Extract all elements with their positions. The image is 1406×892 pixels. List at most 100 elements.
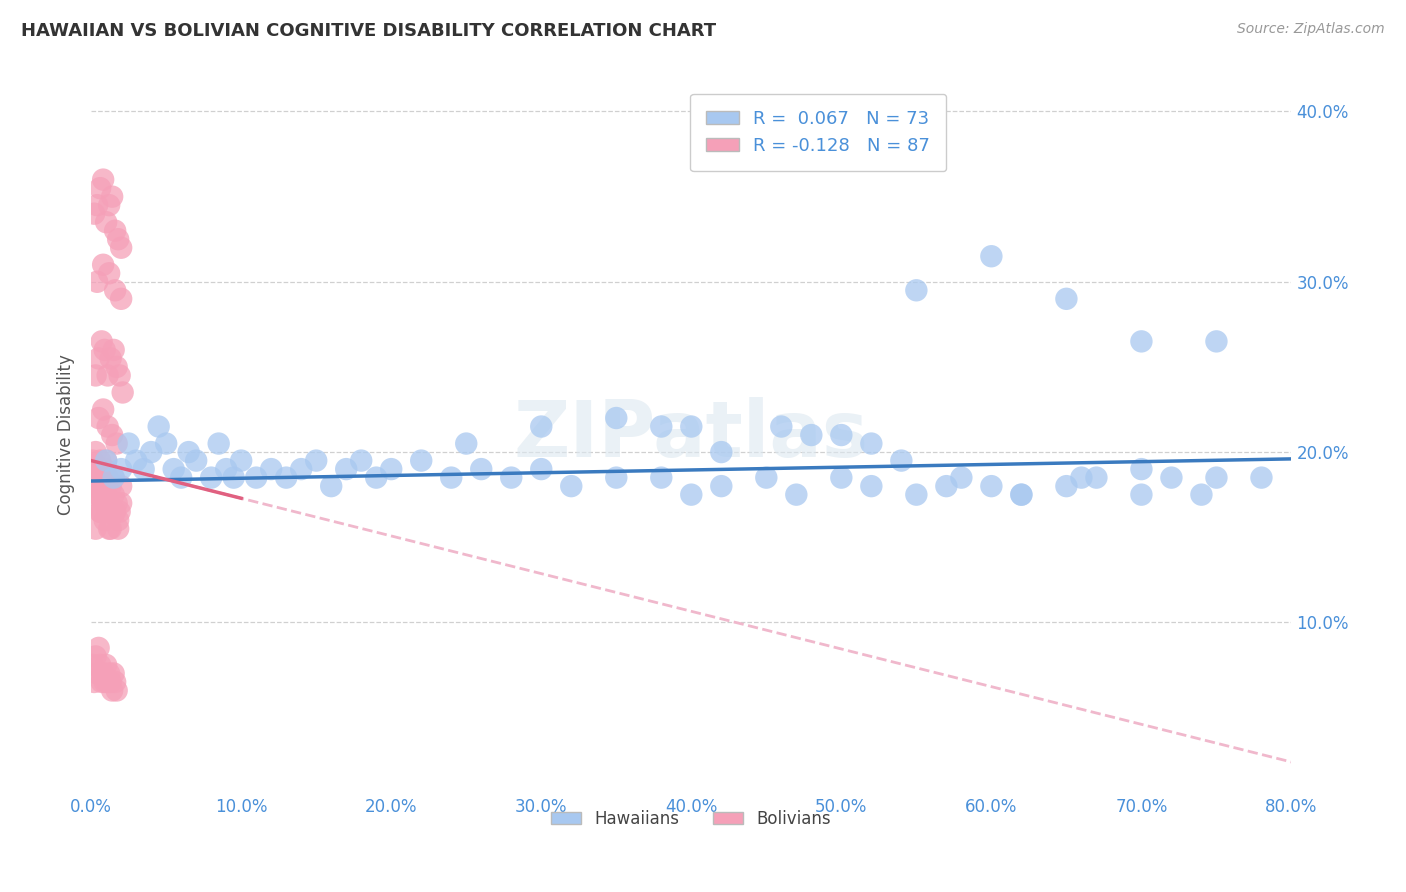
Point [1160,470,1182,484]
Point [105,496,128,510]
Point [91,666,114,681]
Point [93,675,115,690]
Point [82,657,104,672]
Point [170,470,193,484]
Point [87,488,110,502]
Point [103,343,125,357]
Point [155,436,177,450]
Y-axis label: Cognitive Disability: Cognitive Disability [58,355,75,516]
Point [97,675,120,690]
Point [605,470,627,484]
Point [97,470,120,484]
Point [110,292,132,306]
Point [1130,488,1153,502]
Point [132,462,155,476]
Point [96,453,118,467]
Point [93,343,115,357]
Point [1070,470,1092,484]
Point [148,419,170,434]
Point [96,488,118,502]
Point [860,436,883,450]
Point [84,470,107,484]
Point [186,453,208,467]
Point [96,215,118,229]
Point [84,368,107,383]
Point [87,479,110,493]
Point [830,470,852,484]
Point [110,241,132,255]
Point [90,470,112,484]
Point [105,436,128,450]
Point [98,198,121,212]
Point [1130,462,1153,476]
Point [86,275,108,289]
Point [97,505,120,519]
Point [830,428,852,442]
Point [108,505,131,519]
Point [110,462,132,476]
Point [89,453,111,467]
Point [87,462,110,476]
Point [650,470,672,484]
Point [530,462,553,476]
Point [530,419,553,434]
Legend: Hawaiians, Bolivians: Hawaiians, Bolivians [546,803,838,834]
Point [87,640,110,655]
Point [1205,334,1227,349]
Point [101,505,124,519]
Point [103,470,125,484]
Point [107,513,129,527]
Point [93,496,115,510]
Point [83,470,105,484]
Point [231,453,253,467]
Point [1054,479,1077,493]
Point [110,496,132,510]
Point [785,488,807,502]
Point [91,402,114,417]
Point [321,479,343,493]
Point [980,249,1002,263]
Text: ZIPatlas: ZIPatlas [513,397,869,473]
Point [98,666,121,681]
Point [104,675,127,690]
Point [980,479,1002,493]
Point [96,657,118,672]
Point [710,445,733,459]
Point [290,462,312,476]
Point [107,522,129,536]
Point [710,479,733,493]
Point [82,453,104,467]
Point [100,675,122,690]
Point [470,462,492,476]
Point [305,453,328,467]
Point [950,470,973,484]
Point [107,232,129,246]
Point [100,522,122,536]
Point [91,172,114,186]
Point [605,411,627,425]
Point [101,683,124,698]
Point [100,479,122,493]
Point [104,224,127,238]
Point [905,283,928,297]
Point [103,488,125,502]
Point [890,453,912,467]
Point [83,479,105,493]
Point [86,198,108,212]
Point [1085,470,1108,484]
Point [1250,470,1272,484]
Point [89,505,111,519]
Point [82,488,104,502]
Point [141,445,163,459]
Point [380,462,402,476]
Point [108,368,131,383]
Point [1191,488,1213,502]
Point [89,657,111,672]
Point [97,368,120,383]
Point [650,419,672,434]
Point [681,419,703,434]
Point [276,470,298,484]
Point [222,470,245,484]
Point [84,522,107,536]
Point [1205,470,1227,484]
